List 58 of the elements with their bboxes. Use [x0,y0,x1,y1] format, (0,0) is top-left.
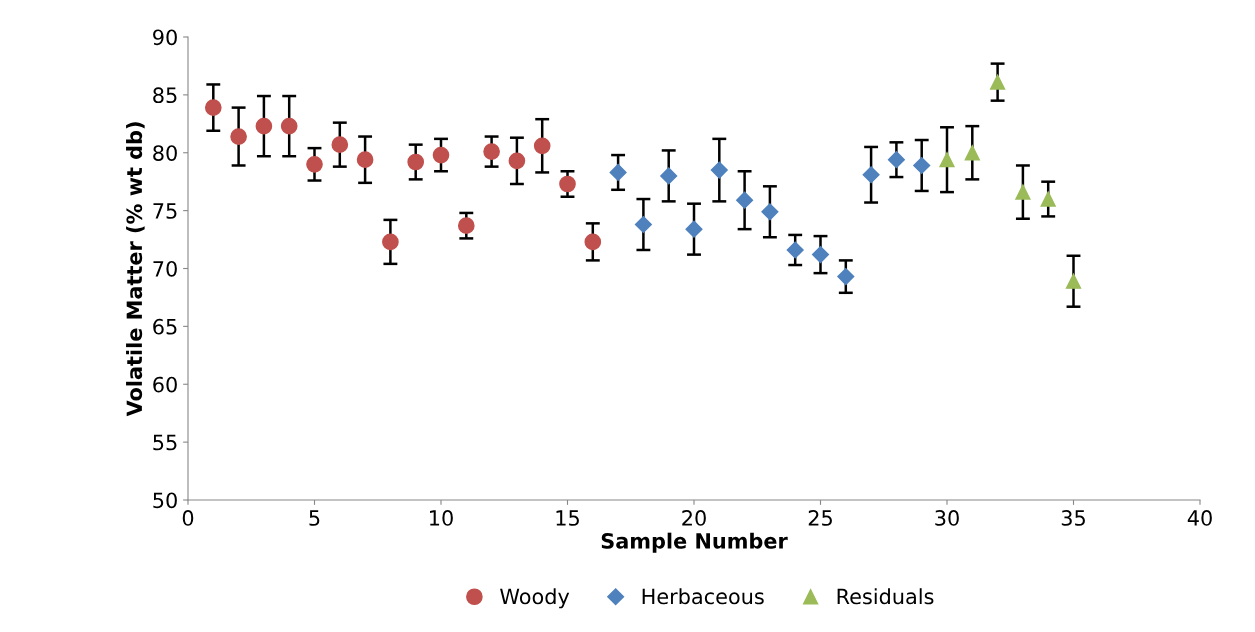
y-tick-label: 80 [153,145,177,161]
x-tick-label: 10 [430,510,453,526]
y-tick-label: 65 [153,318,177,335]
point [685,220,703,238]
x-tick-label: 25 [808,510,832,526]
point [862,166,880,184]
point [382,233,399,251]
point [710,161,728,179]
y-tick-label: 75 [153,203,177,219]
point [457,217,475,235]
point [887,151,905,169]
point [533,137,551,155]
x-tick-label: 30 [935,510,959,526]
x-tick-label: 35 [1061,510,1085,526]
point [761,203,779,221]
point [609,163,627,181]
point [356,151,374,169]
point [634,215,652,234]
point [407,153,425,171]
legend-label: Herbaceous [642,588,764,605]
y-tick-label: 50 [153,492,177,509]
point [736,191,754,209]
point [964,145,980,161]
point [660,167,678,185]
point [1065,273,1082,289]
x-tick-label: 5 [309,510,320,526]
point [811,246,830,264]
point [913,156,931,175]
y-tick-label: 70 [153,260,177,277]
x-tick-label: 15 [556,510,579,526]
x-axis-title: Sample Number [601,532,788,553]
point [837,268,855,286]
legend-label: Residuals [837,588,934,605]
y-tick-label: 90 [153,29,177,46]
point [280,117,298,135]
point [306,155,323,173]
x-tick-label: 0 [182,510,194,526]
point [786,241,804,259]
point [1015,184,1031,200]
point [584,233,602,251]
point [204,99,222,116]
y-tick-label: 55 [153,434,177,451]
point [331,136,349,153]
point [989,74,1006,90]
y-axis-title: Volatile Matter (% wt db) [126,122,145,417]
point [1040,191,1056,207]
point [939,152,955,168]
x-tick-label: 20 [682,510,706,526]
point [255,117,273,135]
point [230,128,247,145]
y-tick-label: 85 [153,87,177,104]
point [432,146,450,164]
point [508,152,526,170]
y-tick-label: 60 [153,376,177,393]
x-tick-label: 40 [1187,510,1212,526]
point [559,175,576,193]
legend-label: Woody [500,588,570,609]
point [483,143,500,160]
